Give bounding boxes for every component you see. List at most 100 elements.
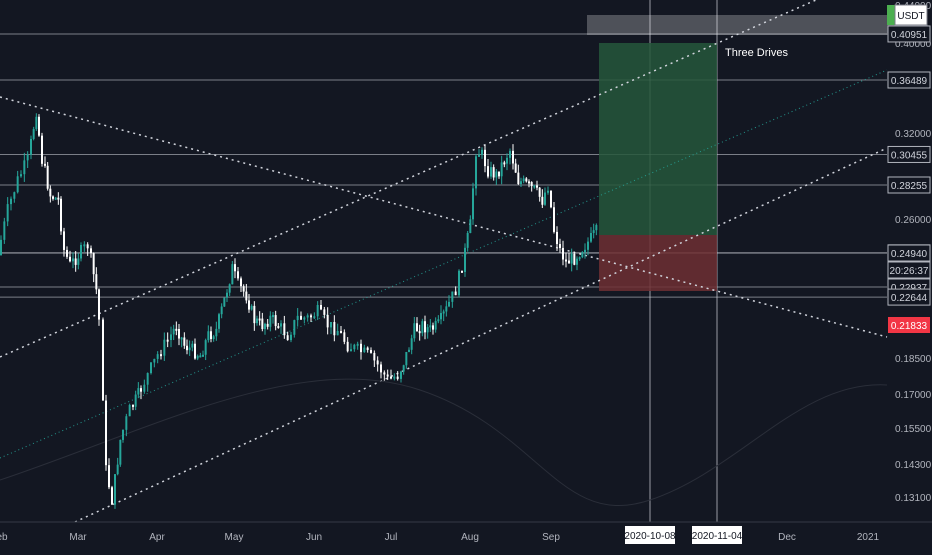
level-badge-label: 0.36489 — [891, 76, 928, 87]
candle-body — [80, 245, 82, 259]
candle-body — [437, 319, 440, 322]
candle-body — [565, 259, 567, 262]
y-tick-label: 0.15500 — [895, 424, 932, 435]
candle-body — [396, 376, 399, 379]
candle-body — [202, 354, 204, 357]
candle-body — [186, 345, 188, 351]
candle-body — [376, 360, 379, 365]
candle-body — [153, 358, 156, 363]
three-drives-label[interactable]: Three Drives — [725, 47, 788, 59]
level-badge-label: 0.30455 — [891, 150, 928, 161]
y-tick-label: 0.26000 — [895, 215, 932, 226]
target-label-box[interactable] — [587, 15, 897, 35]
candle-body — [44, 163, 46, 166]
candle-body — [163, 339, 166, 356]
candle-body — [573, 253, 576, 265]
candle-body — [6, 204, 9, 222]
level-badge-label: 0.28255 — [891, 181, 928, 192]
candle-body — [595, 225, 598, 231]
level-badge[interactable] — [887, 288, 931, 306]
channel-mid-line[interactable] — [0, 69, 888, 459]
date-marker-label: 2020-10-08 — [624, 531, 676, 542]
level-badge[interactable] — [887, 145, 931, 163]
candle-body — [536, 185, 538, 188]
candle-body — [41, 135, 43, 164]
candle-body — [517, 172, 520, 185]
symbol-badge[interactable] — [894, 4, 928, 26]
candle-body — [63, 231, 65, 250]
candle-body — [77, 258, 80, 265]
candle-body — [405, 351, 408, 366]
candle-body — [32, 129, 35, 139]
candle-body — [416, 323, 418, 332]
candle-body — [237, 271, 239, 279]
candle-body — [413, 323, 416, 339]
candle-body — [296, 315, 299, 321]
candle-body — [383, 372, 386, 375]
candle-body — [442, 311, 445, 314]
candle-body — [522, 178, 525, 182]
candle-body — [264, 323, 266, 330]
candle-body — [35, 116, 38, 130]
symbol-label: USDT — [897, 11, 924, 22]
candle-body — [514, 163, 517, 173]
candle-body — [402, 365, 405, 372]
candle-body — [445, 306, 448, 312]
candle-body — [46, 165, 49, 189]
loss-zone[interactable] — [599, 235, 717, 291]
candle-body — [590, 233, 592, 242]
candle-body — [323, 309, 326, 315]
candle-body — [286, 335, 289, 341]
candle-body — [587, 241, 589, 250]
candle-body — [472, 188, 474, 220]
candle-body — [194, 343, 196, 359]
candles — [0, 113, 598, 509]
countdown-badge — [887, 261, 931, 279]
candle-body — [559, 244, 561, 248]
candle-body — [333, 322, 336, 336]
candle-body — [370, 350, 372, 353]
y-tick-label: 0.13100 — [895, 493, 932, 504]
candle-body — [570, 253, 573, 264]
channel-lower-line[interactable] — [74, 147, 888, 523]
level-badge[interactable] — [887, 25, 931, 43]
candle-body — [390, 376, 392, 379]
sine-curve — [0, 378, 888, 506]
candle-body — [52, 196, 54, 199]
candle-body — [242, 286, 245, 292]
candle-body — [250, 305, 253, 310]
candle-body — [386, 374, 389, 377]
candle-body — [481, 149, 483, 155]
candle-body — [434, 320, 437, 330]
candle-body — [448, 301, 450, 307]
level-badge[interactable] — [887, 176, 931, 194]
candle-body — [316, 305, 319, 317]
level-badge[interactable] — [887, 71, 931, 89]
candle-body — [116, 464, 119, 475]
candle-body — [418, 331, 421, 334]
time-axis[interactable]: eb Mar Apr May Jun Jul Aug Sep Dec 2021 — [0, 532, 880, 543]
candle-body — [478, 154, 480, 157]
candle-body — [533, 185, 536, 188]
candle-body — [581, 252, 584, 258]
candle-body — [313, 316, 316, 319]
profit-zone[interactable] — [599, 43, 717, 235]
candle-body — [13, 192, 16, 199]
channel-upper-line[interactable] — [0, 0, 817, 358]
candle-body — [146, 373, 149, 385]
candle-body — [256, 318, 258, 324]
candle-body — [487, 166, 489, 177]
candle-body — [122, 429, 124, 440]
level-badge[interactable] — [887, 244, 931, 262]
candle-body — [92, 253, 95, 275]
candle-body — [166, 339, 169, 342]
candle-body — [346, 341, 349, 352]
date-marker[interactable] — [625, 526, 675, 544]
last-price-badge[interactable] — [888, 317, 930, 333]
candle-body — [57, 197, 60, 200]
candle-body — [506, 157, 508, 164]
candle-body — [520, 181, 522, 185]
date-marker[interactable] — [692, 526, 742, 544]
